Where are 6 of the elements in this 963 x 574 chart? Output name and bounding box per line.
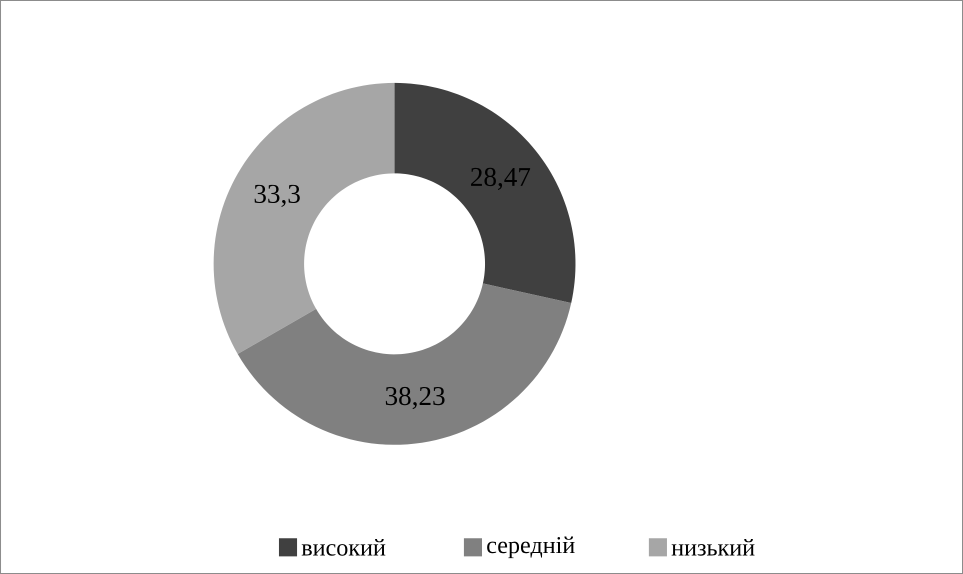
data-label: 38,23 bbox=[386, 386, 445, 410]
legend-label: низький bbox=[672, 538, 755, 556]
data-label: 33,3 bbox=[254, 184, 300, 207]
legend-label: середній bbox=[487, 536, 575, 558]
data-label: 28,47 bbox=[471, 168, 530, 190]
legend-label: високий bbox=[302, 538, 386, 556]
